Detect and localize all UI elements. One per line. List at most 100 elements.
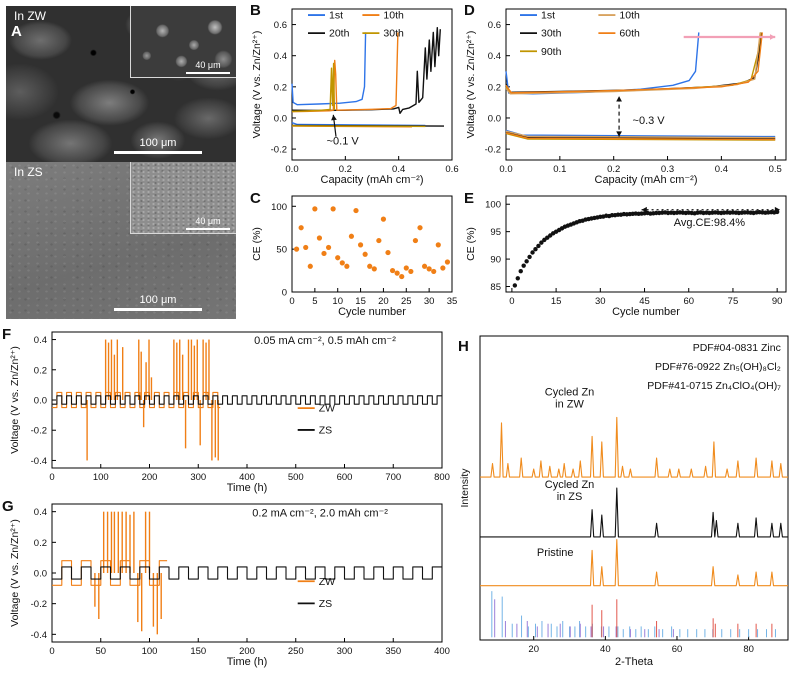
- svg-text:300: 300: [337, 646, 353, 657]
- svg-text:10: 10: [332, 296, 343, 307]
- svg-text:0.0: 0.0: [274, 113, 287, 124]
- svg-text:60: 60: [683, 296, 694, 307]
- sem-image-zs: In ZS 40 μm 100 μm: [6, 162, 236, 319]
- svg-text:0.4: 0.4: [274, 51, 287, 62]
- scale-text: 100 μm: [139, 294, 177, 306]
- svg-text:20th: 20th: [329, 28, 350, 40]
- svg-text:200: 200: [142, 472, 158, 483]
- svg-text:30: 30: [424, 296, 435, 307]
- svg-text:50: 50: [95, 646, 106, 657]
- sem-image-zw: In ZW A 40 μm 100 μm: [6, 6, 236, 162]
- svg-text:Avg.CE:98.4%: Avg.CE:98.4%: [674, 217, 746, 229]
- svg-text:0.2: 0.2: [34, 365, 47, 376]
- svg-text:25: 25: [401, 296, 412, 307]
- scale-text: 100 μm: [139, 137, 177, 149]
- svg-text:700: 700: [385, 472, 401, 483]
- svg-text:Capacity (mAh cm⁻²): Capacity (mAh cm⁻²): [321, 174, 424, 186]
- svg-text:Time (h): Time (h): [227, 482, 268, 494]
- svg-text:0.1: 0.1: [553, 164, 566, 175]
- chart-b-voltage-capacity-zw: 0.0 0.2 0.4 0.6 -0.2 0.0 0.2 0.4 0.6 Capacity (mA…: [248, 4, 460, 190]
- chart-c-ce-zw: 0 5 10 15 20 25 30 35 0 50 100 Cycle number CE (%): [248, 190, 460, 322]
- svg-text:0.5: 0.5: [769, 164, 782, 175]
- svg-text:Cycle number: Cycle number: [612, 306, 680, 318]
- svg-text:20: 20: [378, 296, 389, 307]
- svg-text:-0.4: -0.4: [31, 456, 47, 467]
- svg-text:PDF#41-0715 Zn₄ClO₄(OH)₇: PDF#41-0715 Zn₄ClO₄(OH)₇: [647, 380, 781, 392]
- svg-text:0.2: 0.2: [607, 164, 620, 175]
- sem-zs-label: In ZS: [14, 165, 43, 179]
- sem-zs-inset: 40 μm: [130, 162, 236, 234]
- svg-text:0.2: 0.2: [34, 538, 47, 549]
- scale-bar-zs: 100 μm: [114, 294, 202, 311]
- svg-text:30th: 30th: [383, 28, 404, 40]
- svg-text:60th: 60th: [619, 28, 640, 40]
- svg-text:100: 100: [93, 472, 109, 483]
- svg-text:0.0: 0.0: [34, 396, 47, 407]
- svg-text:0.05 mA cm⁻², 0.5 mAh cm⁻²: 0.05 mA cm⁻², 0.5 mAh cm⁻²: [254, 335, 396, 347]
- svg-text:10th: 10th: [383, 10, 404, 22]
- svg-text:0.4: 0.4: [488, 51, 501, 62]
- svg-text:100: 100: [142, 646, 158, 657]
- svg-text:45: 45: [639, 296, 650, 307]
- svg-text:Time (h): Time (h): [227, 656, 268, 668]
- svg-text:300: 300: [190, 472, 206, 483]
- scale-bar-line: [114, 151, 202, 154]
- scale-text: 40 μm: [195, 216, 221, 226]
- panel-label-h: H: [458, 338, 469, 355]
- scale-bar-zw: 100 μm: [114, 137, 202, 154]
- scale-bar-line: [186, 72, 230, 74]
- svg-text:85: 85: [490, 282, 501, 293]
- svg-text:0.4: 0.4: [34, 507, 47, 518]
- svg-text:0: 0: [509, 296, 514, 307]
- svg-text:75: 75: [728, 296, 739, 307]
- svg-text:0.0: 0.0: [34, 569, 47, 580]
- svg-text:15: 15: [551, 296, 562, 307]
- svg-text:1st: 1st: [541, 10, 555, 22]
- scale-bar-line: [186, 228, 230, 230]
- svg-text:Cycle number: Cycle number: [338, 306, 406, 318]
- svg-text:0.6: 0.6: [274, 20, 287, 31]
- svg-text:0.2: 0.2: [274, 82, 287, 93]
- svg-text:30th: 30th: [541, 28, 562, 40]
- svg-text:0.6: 0.6: [445, 164, 458, 175]
- svg-text:-0.2: -0.2: [31, 599, 47, 610]
- svg-text:0.2: 0.2: [488, 82, 501, 93]
- svg-text:0.4: 0.4: [715, 164, 728, 175]
- svg-text:PDF#04-0831 Zinc: PDF#04-0831 Zinc: [693, 342, 781, 354]
- sem-zw-inset: 40 μm: [130, 6, 236, 78]
- svg-text:CE (%): CE (%): [251, 227, 263, 261]
- chart-e-ce-zs: 0 15 30 45 60 75 90 85 90 95 100 Cycle number CE (%)…: [462, 190, 796, 322]
- svg-text:35: 35: [447, 296, 458, 307]
- svg-text:0: 0: [282, 288, 287, 299]
- svg-text:20: 20: [528, 644, 539, 655]
- svg-text:0.0: 0.0: [285, 164, 298, 175]
- svg-text:350: 350: [385, 646, 401, 657]
- svg-text:40: 40: [600, 644, 611, 655]
- svg-text:0.6: 0.6: [488, 20, 501, 31]
- svg-text:in ZW: in ZW: [555, 399, 584, 411]
- svg-text:0: 0: [49, 472, 54, 483]
- svg-text:0.3: 0.3: [661, 164, 674, 175]
- svg-text:0.0: 0.0: [488, 113, 501, 124]
- svg-text:60: 60: [672, 644, 683, 655]
- svg-text:200: 200: [239, 646, 255, 657]
- panel-label-e: E: [464, 190, 475, 207]
- panel-label-d: D: [464, 2, 475, 19]
- panel-label-f: F: [2, 326, 12, 343]
- svg-text:0.2: 0.2: [339, 164, 352, 175]
- svg-text:250: 250: [288, 646, 304, 657]
- svg-text:600: 600: [337, 472, 353, 483]
- scale-bar-inset-zw: 40 μm: [186, 60, 230, 74]
- svg-text:0.4: 0.4: [34, 335, 47, 346]
- svg-text:95: 95: [490, 227, 501, 238]
- svg-text:90th: 90th: [541, 46, 562, 58]
- panel-label-g: G: [2, 498, 14, 515]
- scale-bar-inset-zs: 40 μm: [186, 216, 230, 230]
- chart-h-xrd: 20 40 60 80 2-Theta Intensity PDF#04-0831 Zinc…: [456, 330, 796, 672]
- svg-text:in ZS: in ZS: [557, 491, 583, 503]
- svg-text:100: 100: [271, 202, 287, 213]
- chart-g-cycling-high-rate: 0 50 100 150 200 250 300 350 400 -0.4 -0.2 0.0 0.2 0.…: [6, 498, 452, 672]
- svg-text:1st: 1st: [329, 10, 343, 22]
- scale-text: 40 μm: [195, 60, 221, 70]
